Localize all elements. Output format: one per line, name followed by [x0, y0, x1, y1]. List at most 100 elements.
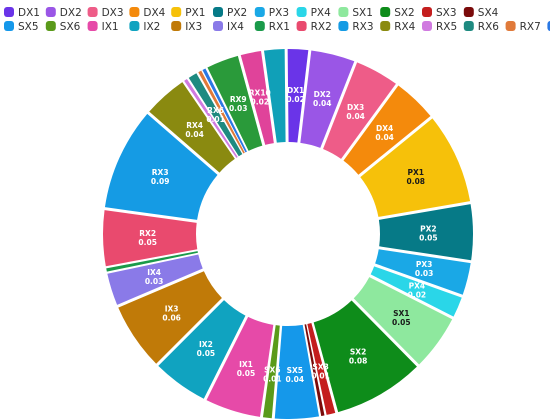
slice-value-sx5: 0.04 — [286, 375, 305, 384]
legend-swatch — [213, 21, 223, 31]
slice-sx4[interactable] — [304, 324, 325, 416]
slice-sx5[interactable] — [274, 324, 320, 419]
slice-sx1[interactable] — [353, 277, 453, 365]
legend-swatch — [338, 21, 349, 31]
slice-rx1[interactable] — [106, 251, 198, 272]
legend-swatch — [296, 7, 307, 17]
legend-label: RX1 — [269, 21, 290, 33]
slice-value-ix4: 0.03 — [145, 277, 164, 286]
legend-item-rx4[interactable]: RX4 — [380, 21, 416, 33]
legend-item-rx7[interactable]: RX7 — [505, 21, 541, 33]
legend-item-dx4[interactable]: DX4 — [129, 7, 166, 19]
slice-ix4[interactable] — [107, 254, 203, 305]
slice-value-sx2: 0.08 — [349, 357, 368, 366]
legend-item-ix4[interactable]: IX4 — [213, 21, 244, 33]
slice-label-ix1: IX1 — [239, 360, 253, 369]
legend-item-dx3[interactable]: DX3 — [87, 7, 124, 19]
slice-label-sx6: SX6 — [264, 365, 280, 374]
slice-px3[interactable] — [375, 249, 471, 295]
slice-px1[interactable] — [360, 118, 471, 217]
slice-value-ix2: 0.05 — [197, 349, 216, 358]
legend-item-sx3[interactable]: SX3 — [422, 7, 457, 19]
slice-px4[interactable] — [370, 266, 462, 317]
slice-rx5[interactable] — [184, 79, 238, 158]
legend-item-sx2[interactable]: SX2 — [380, 7, 415, 19]
legend-item-rx5[interactable]: RX5 — [422, 21, 457, 33]
slice-px2[interactable] — [378, 204, 473, 261]
slice-rx8[interactable] — [202, 68, 247, 153]
slice-value-px1: 0.08 — [407, 177, 426, 186]
slice-rx9[interactable] — [207, 55, 263, 151]
legend-label: IX2 — [143, 21, 160, 33]
slice-value-ix1: 0.05 — [237, 369, 256, 378]
legend-label: PX3 — [269, 7, 289, 19]
slice-dx3[interactable] — [323, 62, 396, 159]
legend-swatch — [338, 7, 349, 17]
legend-item-dx1[interactable]: DX1 — [4, 7, 40, 19]
slice-value-px2: 0.05 — [419, 234, 438, 243]
legend-item-sx1[interactable]: SX1 — [338, 7, 373, 19]
slice-ix3[interactable] — [118, 271, 222, 364]
slice-sx6[interactable] — [262, 325, 280, 419]
legend-item-ix3[interactable]: IX3 — [171, 21, 202, 33]
slice-label-rx3: RX3 — [152, 168, 169, 177]
legend-item-rx2[interactable]: RX2 — [296, 21, 332, 33]
slice-rx3[interactable] — [104, 113, 218, 220]
legend-swatch — [171, 21, 182, 31]
slice-dx2[interactable] — [300, 50, 355, 148]
slice-label-sx5: SX5 — [287, 366, 303, 375]
slice-rx11[interactable] — [263, 49, 286, 143]
legend-item-dx2[interactable]: DX2 — [45, 7, 82, 19]
slice-label-sx3: SX3 — [312, 363, 328, 372]
legend-swatch — [505, 21, 516, 31]
slice-sx3[interactable] — [307, 322, 336, 415]
legend-item-rx6[interactable]: RX6 — [463, 21, 499, 33]
legend-item-sx5[interactable]: SX5 — [4, 21, 39, 33]
slice-rx7[interactable] — [198, 70, 245, 154]
legend-item-px1[interactable]: PX1 — [171, 7, 205, 19]
legend-item-px4[interactable]: PX4 — [296, 7, 332, 19]
slice-ix1[interactable] — [206, 316, 274, 417]
slice-rx6[interactable] — [188, 73, 243, 157]
legend-item-ix2[interactable]: IX2 — [129, 21, 160, 33]
slice-rx4[interactable] — [149, 82, 235, 173]
slice-value-px3: 0.03 — [415, 269, 434, 278]
slice-value-dx2: 0.04 — [313, 99, 332, 108]
legend-item-px3[interactable]: PX3 — [254, 7, 289, 19]
slice-label-dx1: DX1 — [287, 86, 304, 95]
legend-label: DX4 — [143, 7, 165, 19]
legend-label: IX4 — [227, 21, 244, 33]
slice-rx2[interactable] — [103, 210, 198, 267]
legend-swatch — [547, 21, 550, 31]
slice-value-sx3: 0.01 — [311, 372, 330, 381]
legend-item-ix1[interactable]: IX1 — [87, 21, 119, 33]
slice-label-rx4: RX4 — [186, 121, 203, 130]
slice-label-rx9: RX9 — [230, 95, 247, 104]
slice-dx4[interactable] — [343, 85, 431, 175]
legend-label: RX5 — [436, 21, 457, 33]
slice-value-ix3: 0.06 — [162, 313, 181, 322]
legend-swatch — [129, 21, 140, 31]
legend-label: PX2 — [227, 7, 247, 19]
slice-label-px3: PX3 — [416, 260, 433, 269]
legend-swatch — [45, 21, 56, 31]
slice-dx1[interactable] — [287, 49, 309, 143]
legend-label: IX3 — [185, 21, 202, 33]
slice-label-ix2: IX2 — [199, 340, 213, 349]
legend-swatch — [422, 21, 432, 31]
legend-item-rx1[interactable]: RX1 — [254, 21, 290, 33]
legend-item-px2[interactable]: PX2 — [213, 7, 247, 19]
legend-item-sx4[interactable]: SX4 — [463, 7, 499, 19]
legend-label: SX5 — [18, 21, 39, 33]
slice-label-rx2: RX2 — [139, 229, 156, 238]
slice-sx2[interactable] — [313, 300, 417, 413]
legend-label: PX4 — [311, 7, 332, 19]
slice-rx10[interactable] — [240, 50, 274, 145]
legend-item-rx3[interactable]: RX3 — [338, 21, 374, 33]
slice-ix2[interactable] — [158, 300, 246, 399]
legend-item-rx8[interactable]: RX8 — [547, 21, 550, 33]
legend-swatch — [380, 7, 391, 17]
legend-item-sx6[interactable]: SX6 — [45, 21, 81, 33]
legend-swatch — [463, 21, 474, 31]
